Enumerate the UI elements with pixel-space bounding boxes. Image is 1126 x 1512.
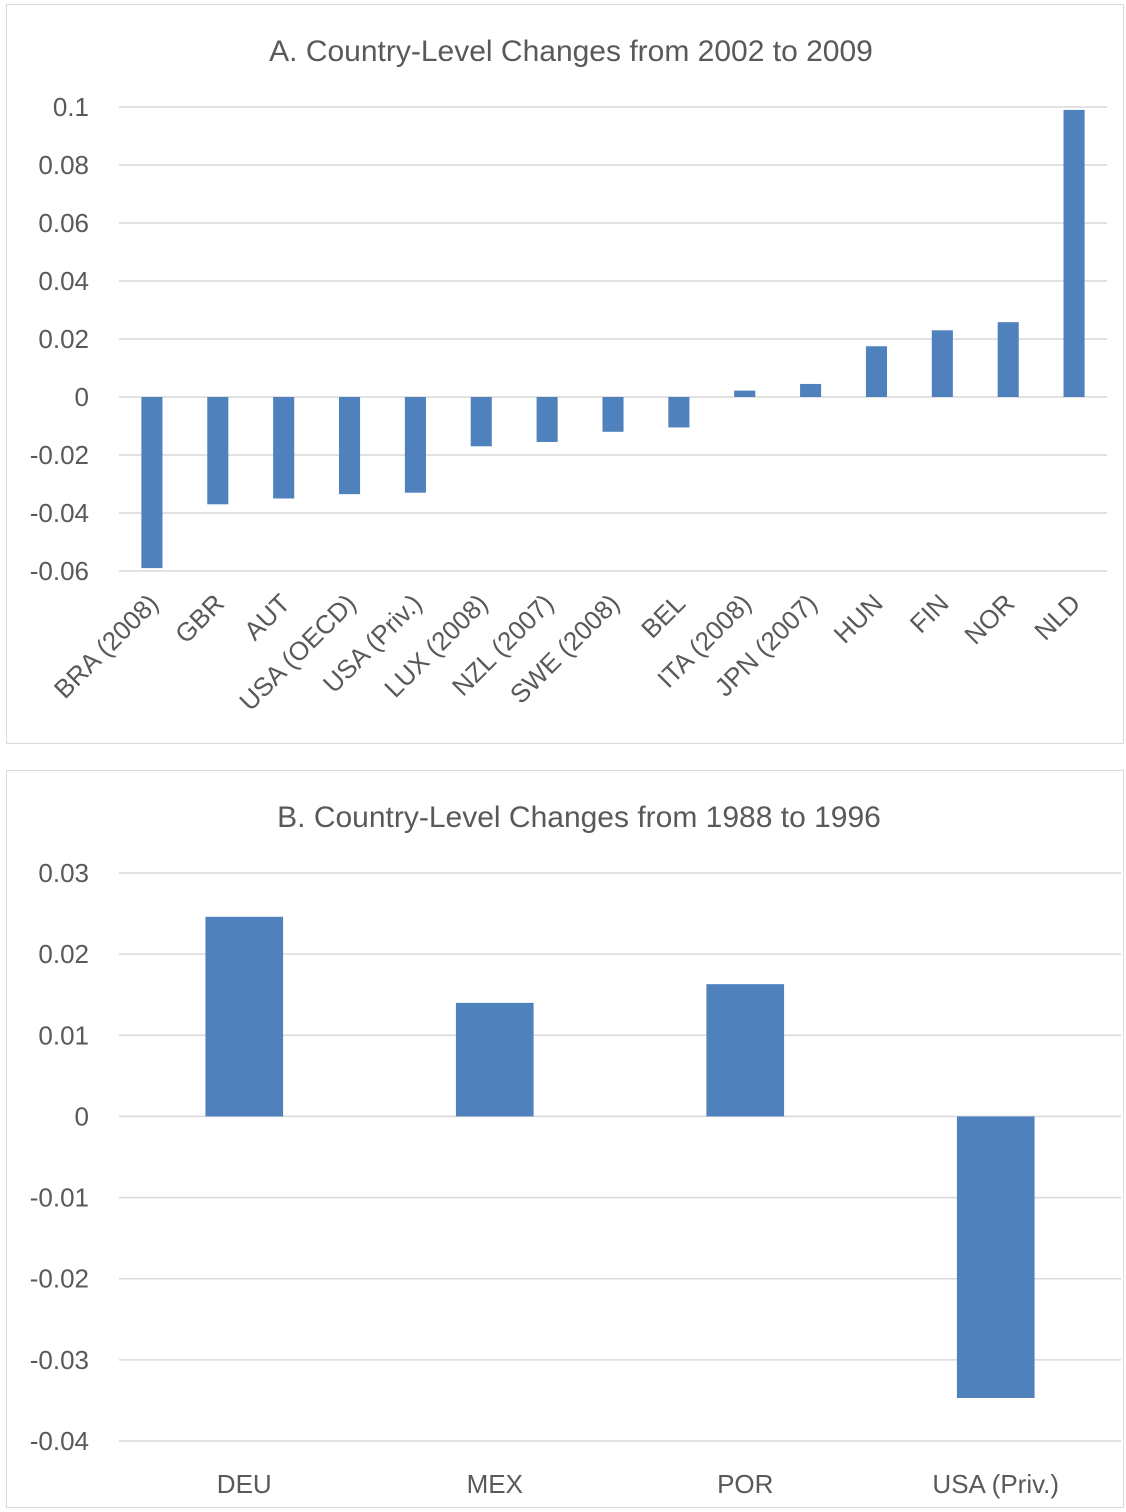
chart-b-y-tick-label: -0.02 (30, 1264, 89, 1294)
chart-a-category-label: FIN (904, 588, 955, 639)
chart-a-y-tick-label: 0.04 (38, 266, 89, 296)
chart-b-y-tick-label: 0.02 (38, 939, 89, 969)
chart-a-bar (404, 397, 426, 493)
chart-b-y-tick-label: -0.01 (30, 1183, 89, 1213)
chart-a-y-tick-label: 0.06 (38, 208, 89, 238)
chart-b-bar (706, 984, 785, 1117)
chart-b-svg: B. Country-Level Changes from 1988 to 19… (30, 801, 1121, 1499)
chart-a-bar (207, 397, 229, 505)
chart-a-bar (865, 346, 888, 397)
chart-a-y-tick-label: -0.04 (30, 498, 89, 528)
chart-a-bar (800, 383, 822, 397)
chart-b-bar (956, 1116, 1035, 1398)
chart-b-y-tick-label: -0.04 (30, 1426, 89, 1456)
chart-a-bar (931, 330, 953, 397)
chart-b-y-tick-label: 0 (75, 1101, 89, 1131)
chart-panel-b: B. Country-Level Changes from 1988 to 19… (6, 770, 1124, 1508)
chart-a-bar (602, 397, 624, 432)
chart-a-bar (668, 397, 690, 428)
chart-a-y-tick-label: -0.06 (30, 556, 89, 586)
chart-b-title: B. Country-Level Changes from 1988 to 19… (277, 801, 881, 834)
chart-a-category-label: AUT (238, 588, 296, 646)
chart-b-y-tick-label: 0.03 (38, 858, 89, 888)
chart-b-y-tick-label: -0.03 (30, 1345, 89, 1375)
chart-a-category-label: BRA (2008) (48, 588, 164, 704)
chart-b-y-tick-label: 0.01 (38, 1020, 89, 1050)
chart-a-bar (273, 397, 295, 499)
chart-a-bar (734, 390, 756, 397)
chart-a-category-label: NLD (1028, 588, 1086, 646)
chart-a-bar (470, 397, 492, 447)
chart-a-y-tick-label: 0 (75, 382, 89, 412)
chart-a-bar (997, 322, 1019, 397)
chart-a-y-tick-label: 0.1 (53, 92, 89, 122)
chart-b-category-label: DEU (217, 1469, 272, 1499)
chart-a-category-label: HUN (828, 588, 889, 649)
chart-a-title: A. Country-Level Changes from 2002 to 20… (269, 35, 873, 68)
chart-a-bar (338, 397, 361, 495)
chart-a-bar (141, 397, 163, 569)
chart-a-category-label: BEL (635, 588, 691, 644)
chart-b-category-label: USA (Priv.) (932, 1469, 1059, 1499)
chart-a-y-tick-label: 0.08 (38, 150, 89, 180)
chart-panel-a: A. Country-Level Changes from 2002 to 20… (6, 4, 1124, 744)
chart-a-bar (1063, 109, 1085, 398)
chart-b-category-label: MEX (467, 1469, 523, 1499)
chart-b-bar (205, 916, 284, 1117)
chart-b-category-label: POR (717, 1469, 773, 1499)
chart-a-bar (536, 397, 558, 442)
chart-a-category-label: GBR (169, 588, 230, 649)
chart-a-category-label: NOR (958, 588, 1020, 650)
chart-a-svg: A. Country-Level Changes from 2002 to 20… (30, 35, 1107, 717)
chart-b-bar (455, 1002, 534, 1117)
chart-a-y-tick-label: -0.02 (30, 440, 89, 470)
chart-a-y-tick-label: 0.02 (38, 324, 89, 354)
